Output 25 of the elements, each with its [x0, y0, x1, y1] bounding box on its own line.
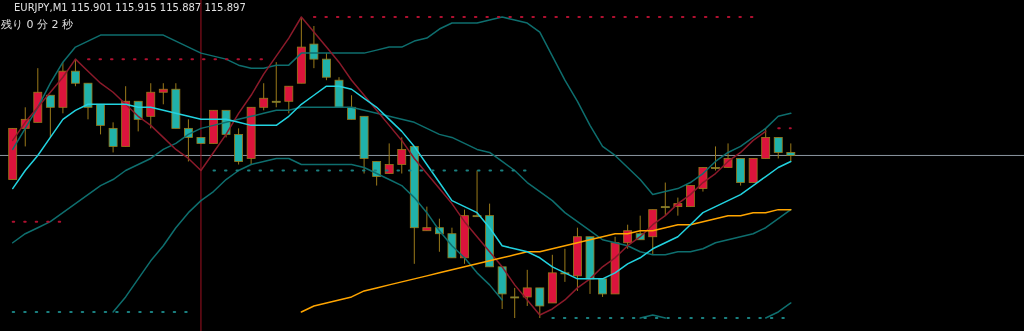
candlestick: [510, 287, 520, 319]
candlestick: [347, 94, 356, 120]
candlestick: [384, 142, 394, 175]
candlestick: [660, 182, 670, 217]
candlestick: [397, 136, 407, 175]
candlestick: [560, 248, 570, 283]
chart-subtitle: 残り 0 分 2 秒: [1, 18, 73, 31]
candlestick: [271, 61, 281, 108]
candlestick: [45, 94, 55, 138]
candlestick: [761, 127, 771, 159]
candlestick: [96, 103, 105, 135]
candlestick: [422, 206, 432, 232]
candlestick: [284, 85, 294, 114]
candlestick: [322, 52, 331, 81]
candlestick: [108, 121, 118, 153]
candlestick: [158, 82, 168, 105]
candlestick: [472, 170, 482, 218]
candlestick: [71, 58, 80, 87]
candlestick: [711, 145, 720, 172]
candlestick: [522, 269, 532, 307]
candlestick: [535, 287, 545, 319]
candlestick: [259, 82, 269, 111]
candlestick: [773, 136, 783, 159]
chart-title: EURJPY,M1 115.901 115.915 115.887 115.897: [14, 2, 246, 13]
candlestick: [786, 142, 796, 162]
